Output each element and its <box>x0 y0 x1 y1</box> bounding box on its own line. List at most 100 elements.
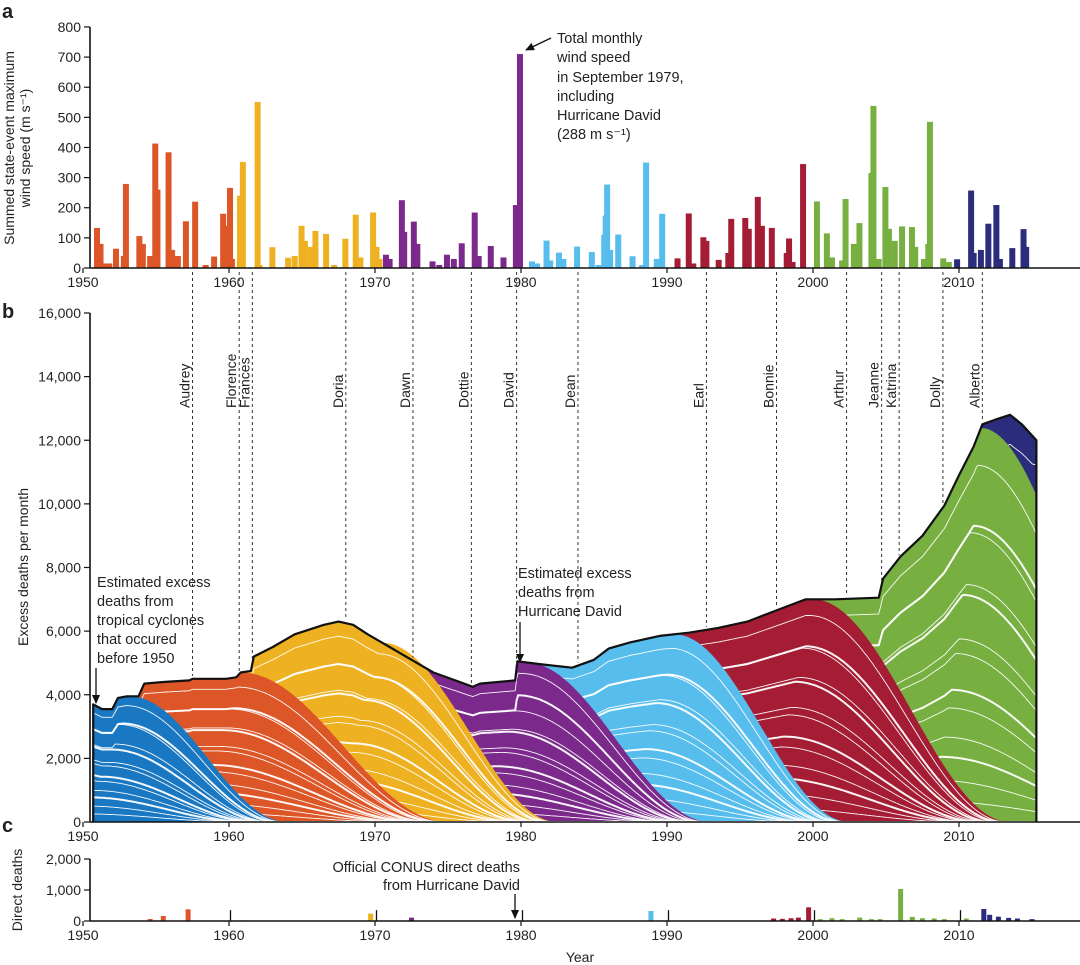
wind-speed-bar <box>574 246 581 268</box>
wind-speed-bar <box>376 258 383 268</box>
y-tick-label: 8,000 <box>46 560 81 576</box>
wind-speed-bar <box>301 240 308 268</box>
y-tick-label: 600 <box>58 79 82 95</box>
storm-label: Earl <box>690 383 706 408</box>
direct-deaths-bar <box>829 918 835 921</box>
wind-speed-bar <box>607 249 614 268</box>
wind-speed-bar <box>813 201 820 268</box>
direct-deaths-bar <box>987 914 993 921</box>
wind-speed-bar <box>615 234 622 268</box>
wind-speed-bar <box>174 255 181 268</box>
wind-speed-bar <box>547 260 554 268</box>
wind-speed-bar <box>97 243 104 268</box>
direct-deaths-bar <box>877 919 883 921</box>
annotation-pre-1950: Estimated excess deaths from tropical cy… <box>92 575 211 704</box>
direct-deaths-bar <box>817 919 823 921</box>
wind-speed-bar <box>471 212 478 268</box>
y-tick-label: 16,000 <box>38 305 81 321</box>
wind-speed-bar <box>856 223 863 268</box>
wind-speed-bar <box>401 231 408 268</box>
wind-speed-bar <box>101 263 108 268</box>
direct-deaths-bar <box>963 918 969 921</box>
x-tick-label: 2010 <box>943 828 974 844</box>
wind-speed-bar <box>352 214 359 268</box>
wind-speed-bar <box>703 240 710 268</box>
storm-label: Alberto <box>966 363 982 408</box>
direct-deaths-bar <box>771 918 777 921</box>
annotation-line: tropical cyclones <box>97 613 204 629</box>
x-tick-label: 2010 <box>943 274 974 290</box>
cohort-line <box>674 615 1037 823</box>
x-tick-label: 1960 <box>213 274 244 290</box>
wind-speed-bar <box>223 225 230 268</box>
wind-speed-bar <box>147 255 154 268</box>
wind-speed-bar <box>512 205 519 268</box>
annotation-line: Estimated excess <box>97 575 211 591</box>
panel-label-c: c <box>2 815 13 837</box>
wind-speed-bar <box>528 261 535 268</box>
storm-label: Doria <box>330 374 346 408</box>
direct-deaths-bar <box>1029 919 1035 921</box>
wind-speed-bar <box>154 189 161 268</box>
wind-speed-bar <box>94 227 101 268</box>
direct-deaths-bar <box>941 919 947 921</box>
wind-speed-bar <box>386 258 393 268</box>
wind-speed-bar <box>239 161 246 268</box>
y-tick-label: 200 <box>58 200 82 216</box>
y-tick-label: 700 <box>58 49 82 65</box>
y-tick-label: 400 <box>58 139 82 155</box>
storm-label: Dawn <box>397 372 413 408</box>
y-tick-label: 10,000 <box>38 496 81 512</box>
wind-speed-bar <box>534 263 541 268</box>
wind-speed-bar <box>970 252 977 268</box>
wind-speed-bar <box>728 218 735 268</box>
y-tick-label: 0 <box>73 260 81 276</box>
annotation-line: Total monthly <box>557 31 643 47</box>
wind-speed-bar <box>643 162 650 268</box>
wind-speed-bar <box>993 205 1000 268</box>
wind-speed-bar <box>192 201 199 268</box>
storm-label: Audrey <box>177 364 193 408</box>
wind-speed-bar <box>653 258 660 268</box>
y-tick-label: 4,000 <box>46 687 81 703</box>
wind-speed-bar <box>254 101 261 268</box>
storm-label: Dottie <box>455 371 471 408</box>
annotation-david-excess: Estimated excess deaths from Hurricane D… <box>516 566 632 663</box>
wind-speed-bar <box>487 246 494 268</box>
x-tick-label: 1950 <box>67 274 98 290</box>
wind-speed-bar <box>754 196 761 268</box>
annotation-david-direct: Official CONUS direct deaths from Hurric… <box>333 860 520 919</box>
direct-deaths-bar <box>981 909 987 921</box>
storm-label: Arthur <box>831 370 847 408</box>
wind-speed-bar <box>940 258 947 268</box>
direct-deaths-bar <box>185 909 191 921</box>
panel-c-xlabel: Year <box>566 949 595 965</box>
x-tick-label: 2010 <box>943 927 974 943</box>
x-tick-label: 1990 <box>651 927 682 943</box>
wind-speed-bar <box>312 230 319 268</box>
annotation-line: Estimated excess <box>518 566 632 582</box>
x-tick-label: 1990 <box>651 274 682 290</box>
wind-speed-bar <box>555 252 562 268</box>
storm-label: Bonnie <box>761 364 777 408</box>
y-tick-label: 800 <box>58 19 82 35</box>
x-tick-label: 1980 <box>505 274 536 290</box>
storm-label: Dean <box>562 375 578 408</box>
wind-speed-bar <box>700 237 707 268</box>
wind-speed-bar <box>968 190 975 268</box>
direct-deaths-bar <box>795 917 801 921</box>
cohort-area <box>102 672 1037 822</box>
direct-deaths-bar <box>995 916 1001 921</box>
cohort-area <box>240 621 1037 822</box>
y-tick-label: 500 <box>58 109 82 125</box>
wind-speed-bar <box>443 254 450 268</box>
wind-speed-bar <box>269 247 276 268</box>
annotation-line: from Hurricane David <box>383 878 520 894</box>
storm-label: Florence <box>223 353 239 408</box>
wind-speed-bar <box>298 225 305 268</box>
wind-speed-bar <box>758 225 765 268</box>
wind-speed-bar <box>500 257 507 268</box>
x-tick-label: 1950 <box>67 927 98 943</box>
y-tick-label: 2,000 <box>46 851 81 867</box>
wind-speed-bar <box>560 258 567 268</box>
